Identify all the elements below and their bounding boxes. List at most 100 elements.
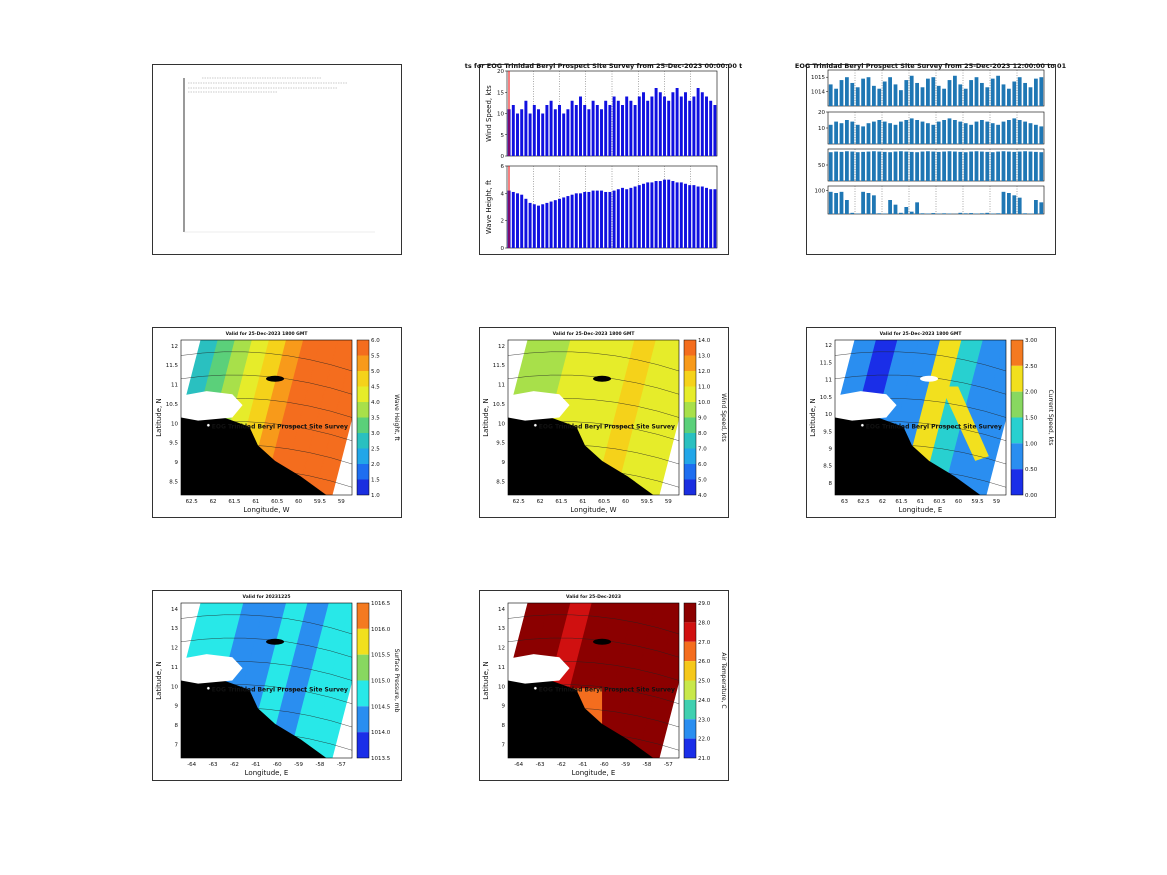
- colorbar-tick-label: 4.5: [371, 385, 380, 391]
- bar: [684, 183, 687, 248]
- bar: [866, 77, 871, 106]
- panel: Valid for 20231225 EOG Trinidad Beryl Pro…: [152, 590, 402, 781]
- bar: [936, 85, 941, 106]
- bar: [679, 182, 683, 248]
- bar: [646, 182, 650, 248]
- bar: [882, 151, 887, 181]
- bar: [936, 151, 941, 181]
- x-tick-label: 62.5: [513, 499, 526, 505]
- bar: [713, 105, 717, 156]
- colorbar-tick-label: 28.0: [698, 620, 711, 626]
- colorbar-cell: [357, 654, 369, 681]
- field-band: [615, 340, 679, 495]
- island: [181, 654, 243, 684]
- x-tick-label: 62: [210, 499, 217, 505]
- colorbar-tick-label: 5.0: [371, 369, 380, 375]
- y-axis-label: Latitude, N: [155, 398, 163, 437]
- colorbar-cell: [684, 719, 696, 739]
- bar: [839, 80, 844, 106]
- panel: EOG Trinidad Beryl Prospect Site Survey …: [795, 62, 1067, 255]
- colorbar-tick-label: 6.0: [371, 338, 380, 344]
- y-tick-label: 8: [175, 723, 179, 729]
- y-tick-label: 20: [818, 110, 825, 116]
- y-tick-label: 11: [171, 665, 178, 671]
- island: [508, 654, 570, 684]
- contour: [181, 351, 352, 372]
- x-tick-label: -63: [209, 762, 218, 768]
- x-axis-label: Longitude, E: [899, 506, 943, 514]
- bar: [1039, 152, 1044, 181]
- bar: [861, 78, 865, 106]
- panel-frame: [152, 64, 402, 255]
- colorbar-tick-label: 3.00: [1025, 338, 1038, 344]
- bar: [850, 121, 855, 144]
- site-marker: [533, 686, 538, 690]
- y-tick-label: 2: [501, 219, 505, 225]
- bar: [828, 84, 833, 106]
- field: [508, 603, 679, 758]
- bar: [537, 109, 540, 156]
- bar: [1034, 200, 1038, 214]
- bar: [882, 121, 887, 144]
- bar: [828, 152, 833, 181]
- bar: [942, 151, 946, 181]
- colorbar-tick-label: 0.00: [1025, 493, 1038, 499]
- bar: [931, 151, 936, 181]
- y-tick-label: 12: [825, 343, 832, 349]
- bar: [524, 198, 528, 248]
- colorbar-cell: [357, 706, 369, 733]
- site-label: EOG Trinidad Beryl Prospect Site Survey: [866, 423, 1002, 430]
- y-tick-label: 13: [171, 626, 178, 632]
- bar: [985, 151, 990, 181]
- bar: [516, 193, 519, 248]
- bar: [537, 205, 540, 248]
- bar: [904, 80, 909, 106]
- bar: [528, 202, 532, 248]
- colorbar-tick-label: 29.0: [698, 601, 711, 607]
- panel-title: ts for EOG Trinidad Beryl Prospect Site …: [465, 62, 742, 70]
- bar: [855, 87, 860, 106]
- y-tick-label: 10: [171, 684, 178, 690]
- bar: [974, 121, 979, 144]
- bar: [566, 196, 570, 248]
- bar: [909, 151, 914, 181]
- bar: [996, 124, 1000, 144]
- bar: [980, 120, 984, 144]
- island: [593, 375, 612, 382]
- bar: [931, 77, 936, 106]
- bar: [667, 100, 671, 156]
- land: [181, 412, 327, 495]
- bar: [696, 88, 700, 156]
- bar: [663, 179, 666, 248]
- bar: [1028, 123, 1033, 144]
- land: [508, 675, 654, 758]
- bar: [608, 191, 612, 248]
- bar: [671, 92, 675, 156]
- x-tick-label: 60.5: [271, 499, 284, 505]
- bar: [700, 186, 704, 248]
- bar: [511, 105, 515, 156]
- y-tick-label: 10.5: [166, 402, 179, 408]
- island: [835, 391, 897, 421]
- bar: [963, 88, 968, 106]
- x-tick-label: 60: [622, 499, 629, 505]
- panel: Valid for 25-Dec-2023 1800 GMT EOG Trinid…: [479, 327, 729, 518]
- bar: [953, 120, 957, 144]
- bar: [553, 200, 557, 248]
- y-tick-label: 13: [498, 626, 505, 632]
- bar: [909, 211, 914, 214]
- x-tick-label: -58: [315, 762, 324, 768]
- x-tick-label: 61.5: [555, 499, 568, 505]
- bar: [642, 183, 645, 248]
- x-tick-label: 59: [993, 499, 1000, 505]
- y-tick-label: 14: [498, 607, 505, 613]
- field: [181, 340, 352, 495]
- bar: [850, 212, 855, 214]
- y-tick-label: 11.5: [166, 363, 179, 369]
- bar: [558, 105, 561, 156]
- island: [593, 638, 612, 645]
- bar: [855, 152, 860, 181]
- y-tick-label: 9: [175, 460, 179, 466]
- bar: [1017, 197, 1022, 214]
- bar: [990, 152, 995, 181]
